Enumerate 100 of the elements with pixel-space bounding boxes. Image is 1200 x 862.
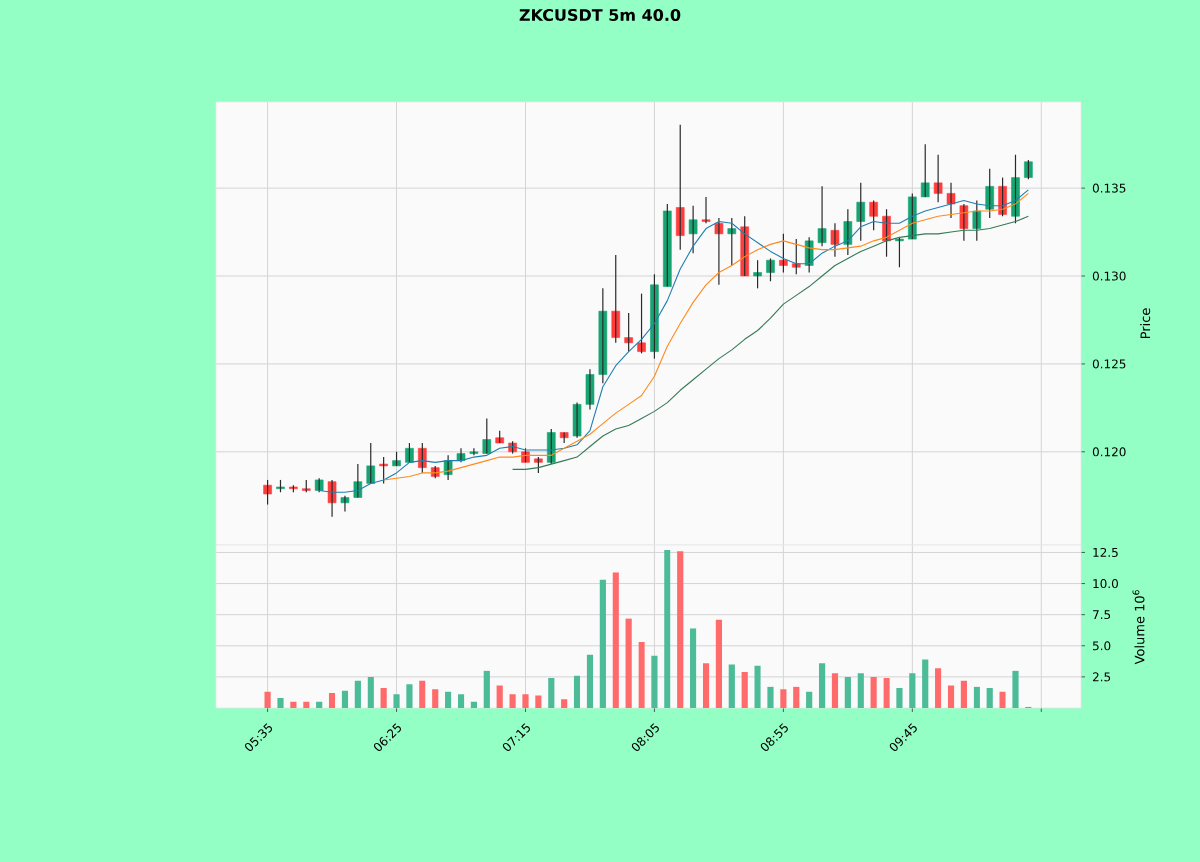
chart-title: ZKCUSDT 5m 40.0 (519, 8, 681, 22)
bar (986, 688, 993, 708)
bar (806, 691, 813, 708)
bar (793, 686, 800, 708)
bar (290, 701, 297, 708)
candlestick (585, 368, 595, 411)
candlestick (469, 447, 479, 456)
bar (651, 655, 658, 708)
candlestick (830, 222, 840, 258)
bar (909, 673, 916, 708)
bar (445, 691, 452, 708)
candlestick (985, 168, 994, 219)
bar (380, 688, 387, 708)
bar (470, 701, 477, 708)
bar (767, 686, 774, 708)
bar (406, 684, 413, 708)
bar (496, 685, 503, 708)
bar (999, 691, 1006, 708)
candlestick (766, 257, 775, 282)
bar (586, 654, 594, 708)
candlestick (663, 203, 672, 288)
candlestick (701, 196, 711, 224)
bar (741, 671, 748, 708)
y-tick-label: 0.125 (1092, 359, 1126, 369)
bar (599, 579, 606, 708)
bar (857, 673, 864, 708)
candlestick (779, 233, 788, 274)
candlestick (791, 238, 801, 275)
bar (677, 551, 684, 708)
candlestick (650, 273, 659, 360)
bar (922, 659, 929, 708)
candlestick (959, 203, 969, 242)
bar (393, 694, 400, 708)
bar (870, 676, 877, 708)
candlestick (405, 442, 414, 463)
candlestick (946, 182, 956, 219)
bar (935, 668, 942, 708)
bar (612, 572, 619, 708)
bar (1012, 670, 1019, 708)
bar (432, 689, 439, 708)
candlestick (869, 199, 878, 231)
bar (960, 680, 967, 708)
candlestick (920, 143, 930, 198)
y-tick-label: 10.0 (1093, 579, 1118, 589)
bar (419, 680, 426, 708)
candlestick (598, 287, 608, 384)
candlestick (482, 417, 492, 455)
bar (561, 699, 568, 708)
bar (947, 685, 955, 708)
bar (638, 642, 645, 708)
bar (457, 694, 465, 708)
candlestick (895, 236, 904, 268)
y-tick-label: 7.5 (1093, 610, 1111, 620)
bar (522, 694, 529, 708)
bar (780, 689, 787, 708)
bar (354, 680, 361, 708)
candlestick (340, 495, 350, 513)
bar (831, 673, 839, 708)
y-axis-title: Volume 10$^{6}$ (1132, 590, 1145, 665)
candlestick (379, 456, 388, 485)
bar (883, 678, 890, 708)
bar (277, 698, 284, 708)
candlestick (933, 154, 943, 203)
y-tick-label: 0.120 (1092, 447, 1126, 457)
candlestick (572, 401, 582, 439)
candlestick (740, 215, 749, 277)
bar (702, 663, 710, 708)
bar (316, 701, 323, 708)
candlestick (637, 293, 646, 354)
bar (573, 675, 581, 708)
y-tick-label: 0.130 (1092, 271, 1126, 281)
candlestick (624, 312, 633, 353)
bar (664, 549, 671, 708)
candlestick (856, 182, 866, 242)
candlestick (611, 254, 621, 344)
bar (818, 663, 826, 708)
candlestick (688, 205, 698, 254)
bar (367, 676, 374, 708)
bar (341, 690, 349, 708)
bar (715, 619, 723, 708)
bar (264, 691, 271, 708)
bar (535, 695, 542, 708)
bar (844, 676, 851, 708)
candlestick (675, 124, 685, 251)
bar (973, 686, 980, 708)
bar (728, 664, 735, 708)
bar (328, 693, 336, 708)
y-tick-label: 12.5 (1093, 547, 1118, 557)
bar (625, 618, 632, 708)
candlestick (263, 479, 272, 506)
candlestick (366, 442, 376, 485)
candlestick (753, 259, 762, 289)
candlestick (817, 185, 827, 247)
bar (896, 688, 903, 708)
bar (483, 670, 490, 708)
candlestick (1024, 159, 1033, 180)
bar (690, 628, 697, 708)
y-axis-title: Price (1140, 308, 1151, 339)
y-tick-label: 5.0 (1093, 641, 1111, 651)
y-tick-label: 2.5 (1092, 672, 1111, 682)
